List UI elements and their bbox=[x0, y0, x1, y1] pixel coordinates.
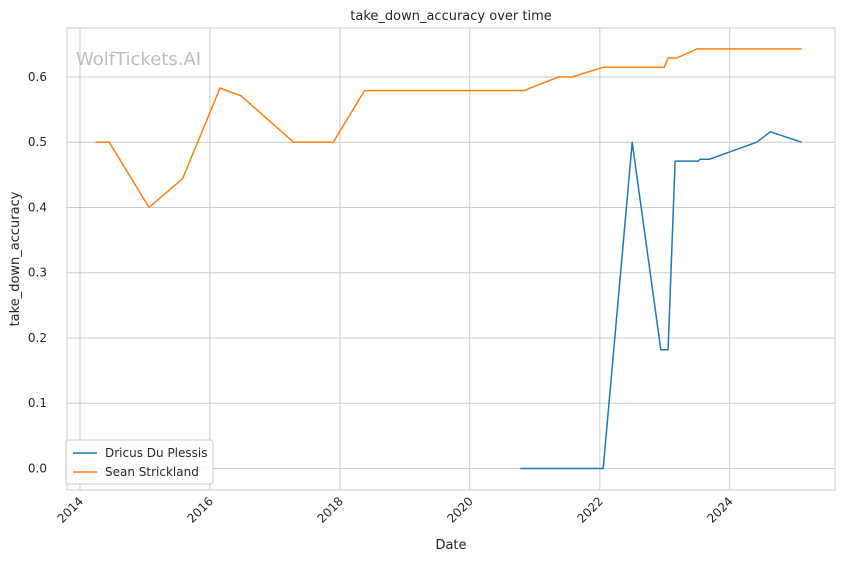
legend: Dricus Du Plessis Sean Strickland bbox=[65, 439, 214, 485]
y-axis-ticks: 0.0 0.1 0.2 0.3 0.4 0.5 0.6 bbox=[28, 70, 47, 476]
series-line-dricus bbox=[520, 131, 802, 470]
y-tick-label: 0.3 bbox=[28, 266, 47, 280]
y-tick-label: 0.1 bbox=[28, 396, 47, 410]
legend-entry-dricus: Dricus Du Plessis bbox=[105, 446, 207, 460]
y-tick-label: 0.5 bbox=[28, 135, 47, 149]
y-tick-label: 0.4 bbox=[28, 200, 47, 214]
series-line-strickland bbox=[95, 48, 802, 209]
plot-area bbox=[66, 27, 836, 491]
grid bbox=[67, 28, 835, 490]
legend-entry-strickland: Sean Strickland bbox=[105, 465, 199, 479]
y-tick-label: 0.2 bbox=[28, 331, 47, 345]
legend-box bbox=[65, 439, 214, 485]
y-tick-label: 0.0 bbox=[28, 461, 47, 475]
watermark-text: WolfTickets.AI bbox=[76, 49, 201, 70]
chart-title: take_down_accuracy over time bbox=[350, 9, 551, 24]
y-axis-label: take_down_accuracy bbox=[8, 191, 23, 326]
x-axis-label: Date bbox=[435, 538, 466, 553]
plot-background bbox=[66, 27, 836, 491]
y-tick-label: 0.6 bbox=[28, 70, 47, 84]
series-lines bbox=[95, 48, 802, 470]
